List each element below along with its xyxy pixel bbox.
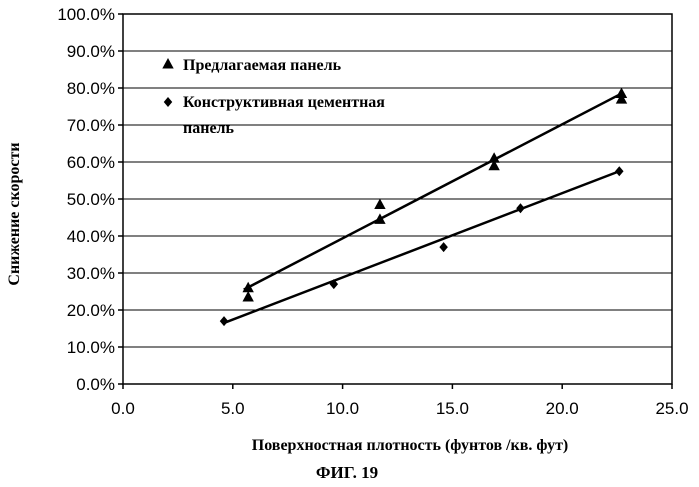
x-tick-label: 20.0: [546, 399, 579, 418]
data-point-diamond: [615, 166, 624, 176]
y-tick-label: 100.0%: [57, 5, 115, 24]
legend-marker-proposed: [162, 58, 173, 69]
y-tick-label: 80.0%: [67, 79, 115, 98]
y-tick-label: 0.0%: [76, 375, 115, 394]
y-axis-title: Снижение скорости: [6, 142, 23, 285]
x-tick-label: 10.0: [326, 399, 359, 418]
figure-label: ФИГ. 19: [316, 463, 378, 482]
data-point-triangle: [242, 282, 253, 293]
x-tick-label: 15.0: [436, 399, 469, 418]
y-tick-label: 50.0%: [67, 190, 115, 209]
x-tick-label: 5.0: [221, 399, 245, 418]
legend-diamond-icon: [164, 97, 173, 107]
y-tick-label: 10.0%: [67, 338, 115, 357]
data-point-diamond: [220, 316, 229, 326]
x-tick-label: 25.0: [655, 399, 688, 418]
x-tick-label: 0.0: [111, 399, 135, 418]
data-point-diamond: [439, 242, 448, 252]
data-point-diamond: [516, 203, 525, 213]
y-tick-label: 60.0%: [67, 153, 115, 172]
y-tick-label: 20.0%: [67, 301, 115, 320]
data-point-triangle: [374, 213, 385, 224]
y-tick-label: 70.0%: [67, 116, 115, 135]
axis-ticks: 0.0% 10.0% 20.0% 30.0% 40.0% 50.0% 60.0% 70.0% 8…: [57, 5, 688, 418]
legend-triangle-icon: [162, 58, 173, 69]
y-tick-label: 40.0%: [67, 227, 115, 246]
y-tick-label: 30.0%: [67, 264, 115, 283]
x-axis-title: Поверхностная плотность (фунтов /кв. фут…: [252, 437, 569, 454]
legend-label-cement-line2: панель: [183, 120, 235, 137]
data-point-triangle: [374, 199, 385, 210]
trendlines: [224, 94, 621, 323]
legend-marker-cement: [164, 97, 173, 107]
data-point-triangle: [242, 291, 253, 302]
legend-label-proposed: Предлагаемая панель: [183, 57, 342, 74]
legend-label-cement-line1: Конструктивная цементная: [183, 94, 385, 111]
trendline-series-1: [224, 171, 619, 323]
y-tick-label: 90.0%: [67, 42, 115, 61]
